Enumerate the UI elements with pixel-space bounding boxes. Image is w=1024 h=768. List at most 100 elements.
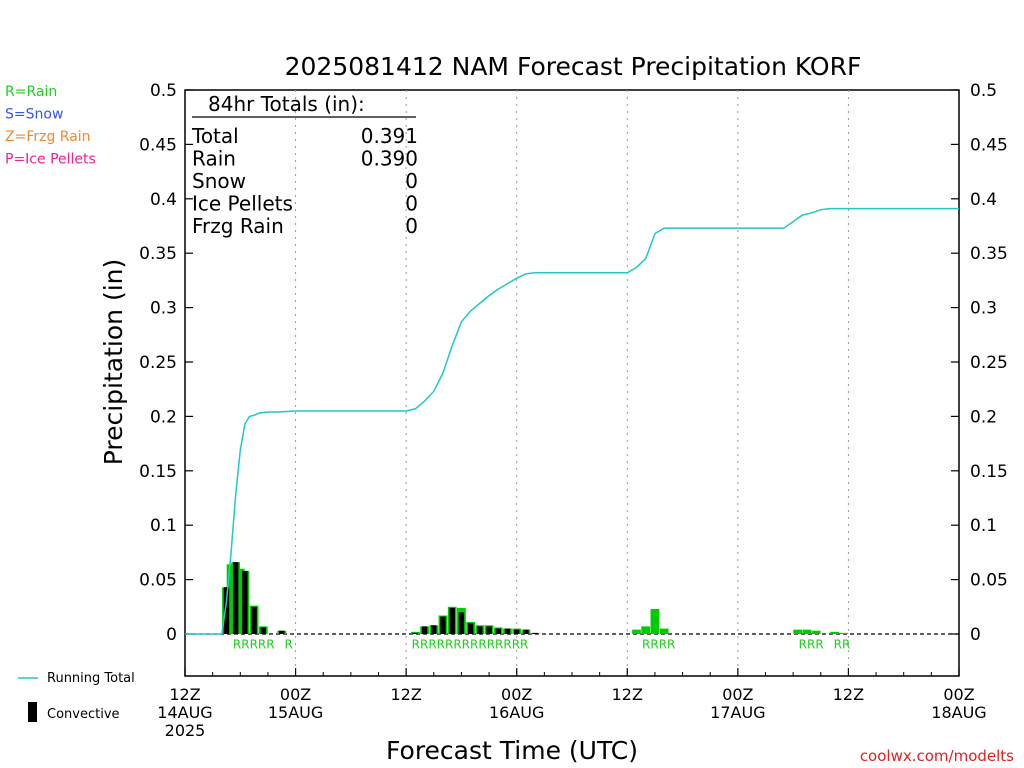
convective-bar xyxy=(523,629,529,634)
precip-type-legend: R=Rain S=Snow Z=Frzg Rain P=Ice Pellets xyxy=(5,84,96,168)
x-tick-label: 12Z xyxy=(390,685,421,704)
convective-bar xyxy=(449,607,455,634)
convective-bar xyxy=(486,626,492,634)
convective-bar xyxy=(412,632,419,634)
x-tick-label: 12Z xyxy=(169,685,200,704)
x-tick-label: 18AUG xyxy=(931,703,986,722)
x-tick-label: 2025 xyxy=(165,721,206,740)
y-tick-label-right: 0.45 xyxy=(970,135,1008,155)
rain-marker-group: RR xyxy=(834,638,851,652)
y-axis-right: 0 0.05 0.1 0.15 0.2 0.25 0.3 0.35 0.4 0.45 0.5 xyxy=(951,81,1008,645)
convective-bar xyxy=(421,626,428,634)
x-tick-label: 16AUG xyxy=(489,703,544,722)
x-tick-label: 00Z xyxy=(280,685,311,704)
totals-row-value: 0 xyxy=(405,214,418,238)
totals-row-label: Rain xyxy=(192,147,236,171)
convective-bar xyxy=(232,562,239,634)
y-axis-label: Precipitation (in) xyxy=(99,259,128,466)
totals-box: 84hr Totals (in): Total 0.391 Rain 0.390 Sno… xyxy=(191,92,418,238)
convective-bar xyxy=(431,625,437,634)
y-tick-label-left: 0.1 xyxy=(150,516,177,536)
y-tick-label-right: 0.2 xyxy=(970,407,997,427)
y-tick-label-left: 0.5 xyxy=(150,81,177,101)
rain-bar xyxy=(811,630,821,634)
y-tick-label-left: 0.25 xyxy=(139,353,177,373)
y-tick-label-right: 0.15 xyxy=(970,462,1008,482)
precip-type-markers: RRRRR R RRRRRRRRRRRRRR RRRR RRR RR xyxy=(233,638,850,652)
y-tick-label-right: 0.1 xyxy=(970,516,997,536)
convective-bar xyxy=(495,628,501,634)
credit-text: coolwx.com/modelts xyxy=(860,747,1014,765)
totals-row-label: Ice Pellets xyxy=(192,192,293,216)
rain-bar xyxy=(659,628,669,634)
y-tick-label-left: 0.15 xyxy=(139,462,177,482)
x-tick-label: 00Z xyxy=(943,685,974,704)
y-tick-label-left: 0.3 xyxy=(150,299,177,319)
convective-bar xyxy=(251,606,257,634)
convective-bar xyxy=(440,616,446,634)
y-tick-label-left: 0.35 xyxy=(139,244,177,264)
convective-bar xyxy=(504,628,511,634)
totals-row-value: 0.391 xyxy=(361,124,418,148)
rain-bar xyxy=(650,608,660,634)
x-tick-label: 15AUG xyxy=(268,703,323,722)
x-tick-label: 00Z xyxy=(722,685,753,704)
x-tick-label: 00Z xyxy=(501,685,532,704)
totals-title: 84hr Totals (in): xyxy=(208,92,365,116)
convective-bar xyxy=(514,629,520,634)
y-axis-left: 0 0.05 0.1 0.15 0.2 0.25 0.3 0.35 0.4 0.45 0.5 xyxy=(139,81,193,645)
series-legend: Running Total Convective xyxy=(18,671,135,722)
y-tick-label-right: 0.3 xyxy=(970,299,997,319)
rain-bar xyxy=(802,629,812,634)
convective-legend-swatch xyxy=(28,702,37,722)
y-tick-label-left: 0.45 xyxy=(139,135,177,155)
convective-bar xyxy=(532,632,538,634)
totals-row-value: 0.390 xyxy=(361,147,418,171)
convective-bar xyxy=(279,630,285,634)
x-tick-label: 12Z xyxy=(612,685,643,704)
totals-row-label: Total xyxy=(191,124,239,148)
convective-bar xyxy=(477,626,483,634)
totals-row-label: Frzg Rain xyxy=(192,214,284,238)
chart-title: 2025081412 NAM Forecast Precipitation KO… xyxy=(285,52,862,81)
totals-row-value: 0 xyxy=(405,192,418,216)
convective-bar xyxy=(223,587,230,634)
x-axis-label: Forecast Time (UTC) xyxy=(386,736,638,765)
precip-type-legend-item: Z=Frzg Rain xyxy=(5,129,91,145)
precip-type-legend-item: P=Ice Pellets xyxy=(5,152,96,168)
y-tick-label-right: 0.35 xyxy=(970,244,1008,264)
y-tick-label-right: 0 xyxy=(970,625,981,645)
totals-row-label: Snow xyxy=(192,169,246,193)
convective-legend-label: Convective xyxy=(47,707,120,722)
precip-type-legend-item: R=Rain xyxy=(5,84,57,100)
totals-row-value: 0 xyxy=(405,169,418,193)
y-tick-label-left: 0.4 xyxy=(150,190,177,210)
convective-bars xyxy=(223,562,538,634)
x-tick-label: 17AUG xyxy=(710,703,765,722)
rain-marker-group: RRRRR xyxy=(233,638,275,652)
rain-marker-group: RRRR xyxy=(642,638,675,652)
running-total-line xyxy=(185,207,959,635)
y-tick-label-right: 0.25 xyxy=(970,353,1008,373)
grid-lines xyxy=(295,90,849,676)
y-tick-label-left: 0.05 xyxy=(139,571,177,591)
precip-type-legend-item: S=Snow xyxy=(5,107,63,123)
plot-frame xyxy=(184,89,960,677)
convective-bar xyxy=(467,623,474,634)
rain-marker-group: RRRRRRRRRRRRRR xyxy=(412,638,529,652)
convective-bar xyxy=(242,570,248,634)
rain-bar xyxy=(830,631,839,634)
rain-marker-group: RRR xyxy=(799,638,824,652)
y-tick-label-right: 0.05 xyxy=(970,571,1008,591)
rain-bar xyxy=(641,626,651,634)
convective-bar xyxy=(458,612,465,634)
y-tick-label-left: 0 xyxy=(166,625,177,645)
rain-bar xyxy=(226,564,236,634)
convective-bar xyxy=(260,627,267,634)
rain-bars xyxy=(222,562,849,634)
x-tick-label: 14AUG xyxy=(157,703,212,722)
rain-bar xyxy=(839,632,849,634)
y-tick-label-right: 0.5 xyxy=(970,81,997,101)
rain-bar xyxy=(793,629,803,634)
